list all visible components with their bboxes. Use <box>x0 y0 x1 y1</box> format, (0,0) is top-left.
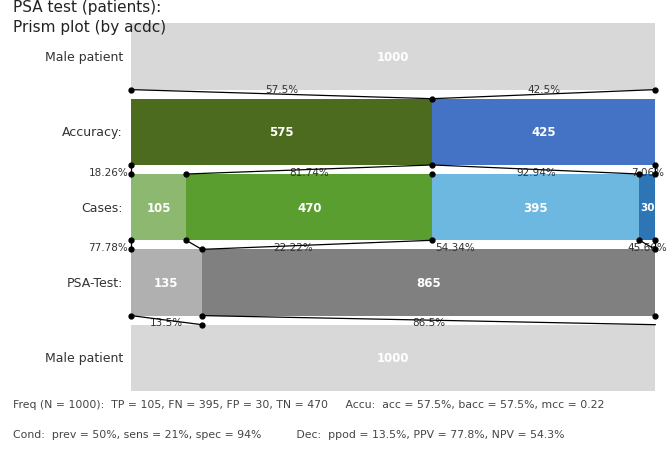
Text: 22.22%: 22.22% <box>274 242 313 252</box>
Text: 57.5%: 57.5% <box>265 85 298 95</box>
Text: Male patient: Male patient <box>45 352 123 364</box>
Text: 30: 30 <box>640 203 655 213</box>
Bar <box>432 175 640 241</box>
Text: Freq (N = 1000):  TP = 105, FN = 395, FP = 30, TN = 470     Accu:  acc = 57.5%, : Freq (N = 1000): TP = 105, FN = 395, FP … <box>13 399 605 409</box>
Text: Cases:: Cases: <box>81 201 123 214</box>
Bar <box>131 175 186 241</box>
Text: 86.5%: 86.5% <box>412 318 445 328</box>
Text: 395: 395 <box>523 201 548 214</box>
Bar <box>131 100 433 166</box>
Text: Accuracy:: Accuracy: <box>62 126 123 139</box>
Text: 865: 865 <box>416 276 441 289</box>
Bar <box>131 250 202 316</box>
Text: 18.26%: 18.26% <box>89 168 128 177</box>
Text: 135: 135 <box>154 276 179 289</box>
Text: 42.5%: 42.5% <box>528 85 560 95</box>
Bar <box>640 175 655 241</box>
Text: 470: 470 <box>297 201 321 214</box>
Bar <box>131 100 655 166</box>
Bar <box>131 24 655 90</box>
Text: 7.06%: 7.06% <box>631 168 664 177</box>
Text: PSA test (patients):
Prism plot (by acdc): PSA test (patients): Prism plot (by acdc… <box>13 0 167 35</box>
Text: 54.34%: 54.34% <box>435 242 475 252</box>
Text: 105: 105 <box>146 201 171 214</box>
Bar <box>131 250 655 316</box>
Bar <box>131 325 655 391</box>
Text: 13.5%: 13.5% <box>150 318 183 328</box>
Bar <box>186 175 432 241</box>
Text: 1000: 1000 <box>377 352 409 364</box>
Text: 81.74%: 81.74% <box>290 168 329 177</box>
Text: PSA-Test:: PSA-Test: <box>67 276 123 289</box>
Text: 77.78%: 77.78% <box>89 242 128 252</box>
Text: Male patient: Male patient <box>45 51 123 64</box>
Text: 575: 575 <box>269 126 294 139</box>
Text: 92.94%: 92.94% <box>516 168 556 177</box>
Text: 425: 425 <box>532 126 556 139</box>
Bar <box>131 325 655 391</box>
Text: 45.66%: 45.66% <box>628 242 667 252</box>
Bar <box>432 100 655 166</box>
Bar <box>202 250 655 316</box>
Bar <box>131 175 655 241</box>
Bar <box>131 24 655 90</box>
Text: Cond:  prev = 50%, sens = 21%, spec = 94%          Dec:  ppod = 13.5%, PPV = 77.: Cond: prev = 50%, sens = 21%, spec = 94%… <box>13 429 565 439</box>
Text: 1000: 1000 <box>377 51 409 64</box>
